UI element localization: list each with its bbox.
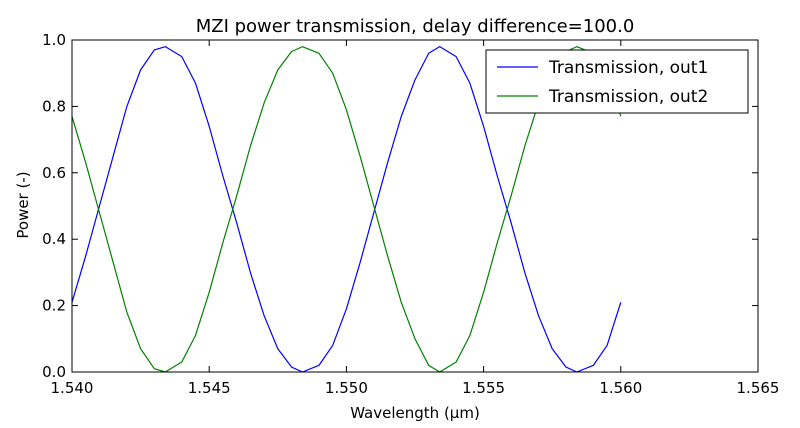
x-tick-label: 1.545 [188,379,231,397]
y-axis-title: Power (-) [14,171,32,238]
y-tick-label: 0.6 [42,164,66,182]
series-line-1 [71,46,622,373]
legend-box [485,49,749,114]
legend: Transmission, out1 Transmission, out2 [485,49,749,114]
legend-label-out1: Transmission, out1 [548,58,708,78]
y-tick-label: 0.8 [42,97,66,115]
x-tick-label: 1.555 [462,379,505,397]
y-tick-label: 0.0 [42,363,66,381]
x-tick-label: 1.560 [599,379,642,397]
series-layer [71,46,622,373]
y-tick-label: 0.2 [42,297,66,315]
x-axis-title: Wavelength (μm) [350,404,480,422]
ticks-layer: 1.540 1.545 1.550 1.555 1.560 1.565 0.0 0.2 0.4 0… [42,31,779,397]
series-line-2 [71,46,622,373]
chart-title: MZI power transmission, delay difference… [196,16,635,37]
x-tick-label: 1.565 [737,379,780,397]
y-tick-label: 0.4 [42,230,66,248]
x-tick-label: 1.540 [51,379,94,397]
plot-frame [71,39,759,373]
legend-label-out2: Transmission, out2 [548,87,708,107]
x-tick-label: 1.550 [325,379,368,397]
y-tick-label: 1.0 [42,31,66,49]
